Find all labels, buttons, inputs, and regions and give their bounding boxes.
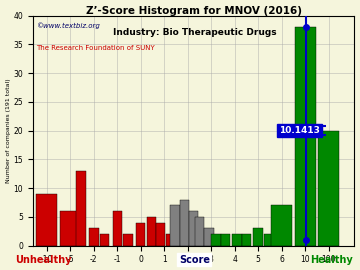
Bar xyxy=(136,223,145,246)
Bar xyxy=(147,217,156,246)
Bar xyxy=(156,223,166,246)
Bar xyxy=(76,171,86,246)
Text: ©www.textbiz.org: ©www.textbiz.org xyxy=(36,22,100,29)
Text: The Research Foundation of SUNY: The Research Foundation of SUNY xyxy=(36,45,155,52)
Bar xyxy=(113,211,122,246)
Text: Healthy: Healthy xyxy=(310,255,352,265)
Bar xyxy=(211,234,221,246)
Bar xyxy=(89,228,99,246)
Bar xyxy=(170,205,180,246)
Bar xyxy=(195,217,204,246)
Text: 10.1413: 10.1413 xyxy=(279,126,320,135)
Title: Z’-Score Histogram for MNOV (2016): Z’-Score Histogram for MNOV (2016) xyxy=(86,6,302,16)
Bar xyxy=(221,234,230,246)
Bar xyxy=(271,205,292,246)
Text: Unhealthy: Unhealthy xyxy=(15,255,71,265)
Bar xyxy=(189,211,198,246)
Bar xyxy=(253,228,263,246)
Bar xyxy=(60,211,81,246)
Bar xyxy=(232,234,242,246)
Bar xyxy=(100,234,109,246)
Bar xyxy=(180,200,189,246)
Bar xyxy=(123,234,132,246)
Text: Industry: Bio Therapeutic Drugs: Industry: Bio Therapeutic Drugs xyxy=(113,28,276,37)
Bar xyxy=(166,234,172,246)
Bar xyxy=(318,131,339,246)
Bar xyxy=(204,228,213,246)
Y-axis label: Number of companies (191 total): Number of companies (191 total) xyxy=(5,78,10,183)
Bar xyxy=(264,234,274,246)
Bar xyxy=(294,27,316,246)
Bar xyxy=(242,234,251,246)
Text: Score: Score xyxy=(179,255,210,265)
Bar xyxy=(36,194,58,246)
